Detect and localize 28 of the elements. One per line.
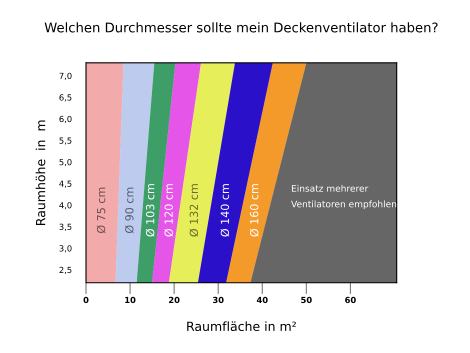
y-tick-label: 5,0 <box>60 158 72 166</box>
y-tick-label: 7,0 <box>60 72 72 80</box>
y-tick-label: 4,0 <box>59 202 72 210</box>
y-axis-title: Raumhöhe in m <box>36 120 46 225</box>
series-label: Ø 103 cm <box>146 184 155 237</box>
x-tick-label: 20 <box>169 296 180 304</box>
y-tick-label: 3,5 <box>60 224 72 231</box>
y-tick-label: 5,5 <box>60 138 72 145</box>
series-label: Ø 140 cm <box>220 184 230 237</box>
chart-title: Welchen Durchmesser sollte mein Deckenventilator haben? <box>44 22 438 32</box>
series-label: Ø 120 cm <box>164 184 174 237</box>
y-tick-label: 6,0 <box>59 116 72 124</box>
series-label: Ø 75 cm <box>96 188 106 234</box>
x-tick-label: 50 <box>301 296 312 304</box>
x-tick-label: 30 <box>212 296 224 304</box>
x-axis-title: Raumfläche in m² <box>187 321 296 332</box>
x-tick-label: 40 <box>256 296 268 304</box>
annotation: Einsatz mehrerer Ventilatoren empfohlen <box>291 184 396 210</box>
y-tick-label: 2,5 <box>59 266 72 274</box>
y-tick-label: 3,0 <box>60 245 72 252</box>
series-label: Ø 132 cm <box>189 184 198 237</box>
series-label: Ø 160 cm <box>250 184 259 237</box>
x-tick-label: 10 <box>125 296 136 304</box>
y-tick-label: 4,5 <box>59 180 72 188</box>
x-tick-label: 0 <box>84 296 89 304</box>
series-label: Ø 90 cm <box>124 188 134 234</box>
x-tick-label: 60 <box>345 296 356 304</box>
y-tick-label: 6,5 <box>59 94 72 102</box>
